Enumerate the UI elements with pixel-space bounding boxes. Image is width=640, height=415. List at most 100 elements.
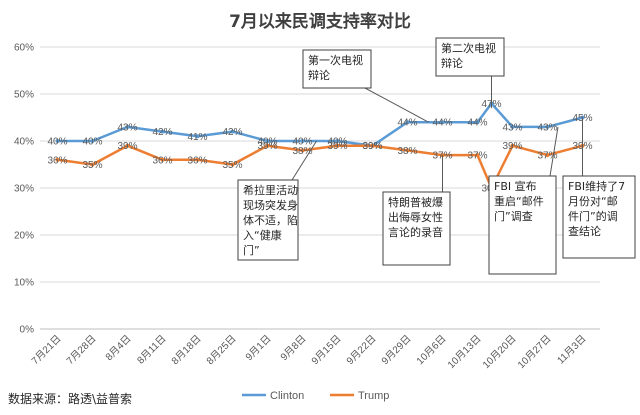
callout-text-line: FBI维持了7	[568, 179, 625, 193]
data-point	[230, 129, 235, 134]
callout-box	[562, 175, 636, 259]
callout-box	[382, 191, 451, 266]
data-point	[475, 153, 480, 158]
callout-text-line: 第一次电视	[308, 53, 363, 67]
data-label: 38%	[397, 146, 417, 157]
data-label: 35%	[222, 160, 242, 171]
data-label: 40%	[47, 137, 67, 148]
data-point	[195, 157, 200, 162]
legend-label: Clinton	[270, 390, 304, 402]
data-label: 40%	[257, 137, 277, 148]
data-point	[160, 129, 165, 134]
annotations: 第一次电视辩论第二次电视辩论希拉里活动现场突发身体不适，陷入“健康门”特朗普被爆…	[237, 37, 636, 275]
data-label: 36%	[187, 155, 207, 166]
data-point	[230, 162, 235, 167]
callout-pointer	[291, 140, 317, 181]
callout-text-line: 查结论	[568, 224, 601, 238]
y-tick-label: 30%	[14, 184, 34, 195]
data-label: 43%	[117, 122, 137, 133]
y-axis-ticks: 0% 10% 20% 30% 40% 50% 60%	[14, 43, 34, 336]
data-label: 37%	[467, 151, 487, 162]
data-label: 39%	[502, 141, 522, 152]
callout-text-line: 门”调查	[494, 209, 533, 223]
callout-text-line: FBI 宣布	[494, 179, 537, 193]
data-source: 数据来源：路透\益普索	[8, 391, 132, 406]
data-point	[335, 143, 340, 148]
data-point	[55, 157, 60, 162]
callout-box	[302, 49, 372, 89]
callout-box	[237, 179, 299, 261]
data-label: 41%	[187, 132, 207, 143]
callout-text-line: 辩论	[441, 56, 463, 70]
data-label: 36%	[152, 155, 172, 166]
data-point	[545, 153, 550, 158]
data-point	[300, 139, 305, 143]
data-point	[90, 162, 95, 167]
data-point	[405, 148, 410, 153]
y-tick-label: 0%	[20, 325, 35, 336]
callout-pointer	[549, 126, 559, 177]
data-label: 39%	[327, 141, 347, 152]
data-label: 43%	[502, 122, 522, 133]
callout-text-line: 月份对“邮	[568, 194, 618, 208]
data-label: 40%	[327, 137, 347, 148]
callout-box	[435, 37, 505, 77]
data-label: 42%	[222, 127, 242, 138]
data-label: 35%	[82, 160, 102, 171]
callout-text-line: 言论的录音	[388, 225, 443, 239]
callout-text-line: 希拉里活动	[243, 183, 298, 197]
data-label: 43%	[537, 122, 557, 133]
data-label: 44%	[397, 118, 417, 129]
callout-text-line: 特朗普被爆	[388, 195, 443, 209]
callout-text-line: 门”	[243, 243, 260, 257]
data-point	[160, 157, 165, 162]
y-tick-label: 50%	[14, 90, 34, 101]
callout-text-line: 辩论	[308, 68, 330, 82]
data-point	[370, 143, 375, 148]
gridlines	[40, 46, 600, 330]
data-label: 44%	[432, 118, 452, 129]
data-point	[195, 134, 200, 139]
callout-text-line: 体不适，陷	[243, 213, 298, 227]
data-point	[440, 120, 445, 125]
callout-text-line: 入“健康	[243, 228, 282, 242]
data-point	[300, 148, 305, 153]
callout-pointer	[364, 87, 429, 123]
data-point	[545, 124, 550, 129]
chart-title: 7月以来民调支持率对比	[229, 11, 411, 32]
callout-text-line: 现场突发身	[243, 198, 298, 212]
y-tick-label: 60%	[14, 43, 34, 54]
data-point	[405, 120, 410, 125]
data-label: 36%	[47, 155, 67, 166]
callout-box	[488, 175, 557, 275]
legend-label: Trump	[358, 390, 389, 402]
data-label: 40%	[82, 137, 102, 148]
callout-text-line: 件门”的调	[568, 209, 618, 223]
data-label: 39%	[257, 141, 277, 152]
data-label: 39%	[117, 141, 137, 152]
callout-text-line: 重启“邮件	[494, 194, 544, 208]
data-point	[125, 143, 130, 148]
data-point	[90, 139, 95, 143]
legend: Clinton Trump	[242, 390, 389, 402]
y-tick-label: 10%	[14, 278, 34, 289]
legend-entry-clinton: Clinton	[242, 390, 304, 402]
data-point	[510, 143, 515, 148]
callout-text-line: 第二次电视	[441, 41, 496, 55]
data-point	[125, 124, 130, 129]
callout-text-line: 出侮辱女性	[388, 210, 443, 224]
y-tick-label: 20%	[14, 231, 34, 242]
data-point	[335, 139, 340, 143]
y-tick-label: 40%	[14, 137, 34, 148]
data-point	[510, 124, 515, 129]
legend-entry-trump: Trump	[330, 390, 389, 402]
data-label: 42%	[152, 127, 172, 138]
data-point	[55, 139, 60, 143]
